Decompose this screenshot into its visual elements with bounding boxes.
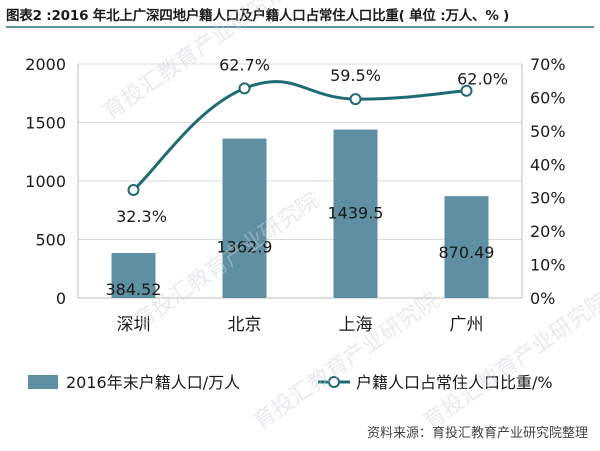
bar-深圳 (111, 253, 156, 298)
line-point-北京 (238, 82, 251, 95)
bar-data-label: 1439.5 (328, 204, 384, 223)
legend-line-marker (328, 376, 340, 388)
title-divider (6, 26, 594, 28)
line-point-深圳 (127, 184, 140, 197)
legend-bar-swatch (28, 375, 58, 389)
y-right-tick-label: 70% (530, 55, 566, 74)
x-tick-label: 深圳 (117, 315, 151, 335)
line-series-path (132, 80, 467, 192)
y-right-tick-label: 30% (530, 189, 566, 208)
x-tick-label: 广州 (450, 315, 484, 335)
legend-line-label: 户籍人口占常住人口比重/% (356, 373, 553, 392)
x-tick-label: 北京 (228, 315, 262, 335)
x-tick-label: 上海 (339, 315, 373, 335)
line-data-label: 32.3% (116, 207, 167, 226)
bar-北京 (222, 138, 267, 298)
line-point-广州 (460, 84, 473, 97)
line-data-label: 59.5% (330, 66, 381, 85)
y-left-tick-label: 0 (56, 289, 66, 308)
line-data-label: 62.0% (457, 70, 508, 89)
y-left-tick-label: 500 (35, 231, 66, 250)
y-left-tick-label: 1000 (25, 172, 66, 191)
chart-title: 图表2 :2016 年北上广深四地户籍人口及户籍人口占常住人口比重( 单位 :万… (6, 8, 510, 24)
bar-data-label: 384.52 (106, 280, 162, 299)
y-right-tick-label: 50% (530, 122, 566, 141)
y-right-tick-label: 20% (530, 222, 566, 241)
source-note: 资料来源：育投汇教育产业研究院整理 (366, 426, 588, 441)
y-right-tick-label: 60% (530, 88, 566, 107)
y-right-tick-label: 10% (530, 256, 566, 275)
y-left-tick-label: 2000 (25, 55, 66, 74)
bar-data-label: 1362.9 (217, 238, 273, 257)
y-right-tick-label: 0% (530, 289, 555, 308)
bar-data-label: 870.49 (439, 243, 495, 262)
line-point-上海 (349, 93, 362, 106)
y-left-tick-label: 1500 (25, 114, 66, 133)
line-data-label: 62.7% (219, 55, 270, 74)
bar-上海 (333, 129, 378, 298)
y-right-tick-label: 40% (530, 155, 566, 174)
legend-bar-label: 2016年末户籍人口/万人 (66, 373, 240, 392)
bar-广州 (444, 196, 489, 298)
